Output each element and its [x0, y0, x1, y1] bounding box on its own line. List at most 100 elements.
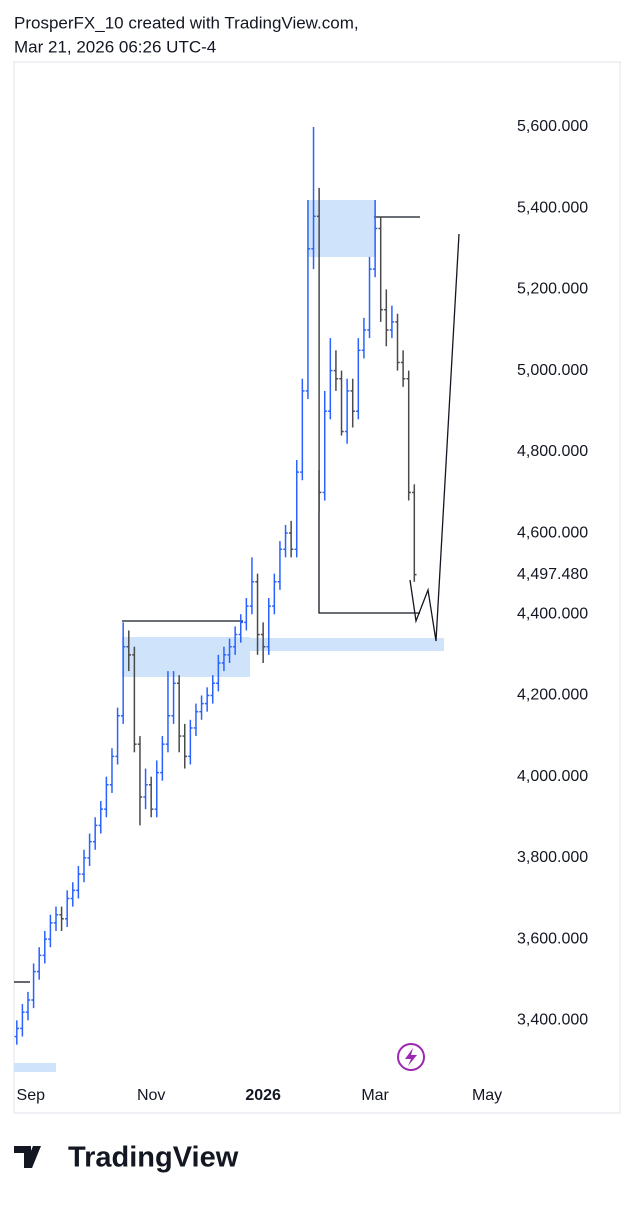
ohlc-bar — [36, 947, 42, 980]
ohlc-bar — [367, 256, 372, 339]
ohlc-bar — [277, 541, 283, 590]
drawings — [14, 200, 460, 1072]
ohlc-bar — [316, 187, 322, 513]
ohlc-bar — [406, 370, 411, 501]
ohlc-bar — [154, 760, 159, 818]
ohlc-bar — [311, 126, 316, 270]
x-tick-label: May — [472, 1087, 502, 1104]
ohlc-bar — [120, 622, 126, 724]
y-tick-label: 4,000.000 — [517, 768, 588, 785]
ohlc-bar — [333, 350, 339, 391]
x-tick-label: Sep — [17, 1087, 46, 1104]
ohlc-bar — [210, 675, 215, 704]
ohlc-bar — [14, 1020, 19, 1045]
ohlc-bar — [132, 646, 137, 753]
ohlc-bar — [238, 614, 243, 643]
ohlc-bar — [64, 890, 70, 927]
zone — [250, 638, 444, 651]
ohlc-bar — [76, 866, 81, 899]
chart-frame — [13, 61, 621, 1114]
ohlc-bar — [188, 719, 193, 765]
y-tick-label: 4,400.000 — [517, 605, 588, 622]
ohlc-bar — [87, 833, 92, 867]
ohlc-bar — [216, 654, 221, 692]
y-tick-label: 4,200.000 — [517, 687, 588, 704]
x-tick-label: Mar — [361, 1087, 389, 1104]
lightning-icon[interactable] — [397, 1043, 425, 1071]
ohlc-bar — [344, 378, 350, 444]
ohlc-bar — [378, 216, 383, 322]
ohlc-bar — [300, 378, 305, 481]
y-tick-label: 5,000.000 — [517, 362, 588, 379]
ohlc-bar — [384, 289, 389, 347]
ohlc-bar — [356, 338, 361, 420]
projection-path — [409, 233, 460, 642]
ohlc-bar — [199, 695, 204, 720]
ohlc-bar — [137, 736, 143, 826]
ohlc-bar — [148, 776, 154, 818]
ohlc-bar — [109, 748, 115, 793]
price-bars — [14, 126, 417, 1045]
ohlc-bar — [412, 484, 417, 582]
zone — [308, 200, 376, 257]
logo — [14, 1146, 41, 1168]
ohlc-bar — [288, 520, 294, 558]
y-tick-label: 4,600.000 — [517, 524, 588, 541]
ohlc-bar — [328, 338, 333, 420]
ohlc-bar — [260, 622, 266, 663]
ohlc-bar — [81, 849, 87, 883]
ohlc-bar — [25, 991, 31, 1021]
y-tick-label: 5,600.000 — [517, 118, 588, 135]
ohlc-bar — [59, 906, 64, 931]
ohlc-bar — [305, 200, 311, 400]
ohlc-bar — [171, 671, 176, 724]
ohlc-bar — [165, 671, 171, 753]
ohlc-bar — [361, 317, 367, 359]
ohlc-bar — [350, 378, 355, 428]
level-line — [318, 470, 420, 614]
y-tick-label: 5,400.000 — [517, 199, 588, 216]
ohlc-bar — [182, 723, 187, 769]
ohlc-bar — [70, 882, 75, 907]
y-tick-label: 3,600.000 — [517, 930, 588, 947]
ohlc-bar — [53, 906, 59, 931]
ohlc-bar — [266, 598, 271, 655]
y-tick-label: 4,800.000 — [517, 443, 588, 460]
ohlc-bar — [20, 1004, 25, 1037]
ohlc-bar — [176, 675, 182, 753]
ohlc-bar — [42, 930, 47, 964]
ohlc-bar — [48, 914, 53, 948]
y-tick-label: 5,200.000 — [517, 281, 588, 298]
ohlc-bar — [193, 703, 199, 737]
ohlc-bar — [31, 963, 36, 1009]
ohlc-bar — [244, 598, 249, 631]
ohlc-bar — [272, 573, 277, 615]
header-timestamp: Mar 21, 2026 06:26 UTC-4 — [14, 37, 216, 56]
zone — [14, 1063, 56, 1072]
ohlc-bar — [400, 350, 406, 387]
y-tick-label: 4,497.480 — [517, 566, 588, 583]
ohlc-bar — [283, 524, 288, 558]
ohlc-bar — [249, 557, 255, 615]
y-tick-label: 3,400.000 — [517, 1012, 588, 1029]
ohlc-bar — [98, 801, 103, 834]
x-tick-label: Nov — [137, 1087, 165, 1104]
ohlc-bar — [389, 305, 395, 339]
ohlc-bar — [395, 313, 400, 371]
ohlc-bar — [255, 573, 260, 655]
ohlc-bar — [204, 687, 210, 712]
ohlc-bar — [115, 707, 120, 765]
footer-brand: TradingView — [68, 1142, 239, 1174]
ohlc-bar — [294, 459, 299, 558]
ohlc-bar — [339, 370, 344, 436]
ohlc-bar — [221, 646, 227, 672]
ohlc-bar — [372, 200, 378, 278]
header-credit: ProsperFX_10 created with TradingView.co… — [14, 13, 359, 32]
ohlc-bar — [160, 736, 165, 781]
ohlc-bar — [322, 390, 327, 501]
zone — [122, 637, 250, 677]
ohlc-bar — [227, 638, 232, 663]
y-tick-label: 3,800.000 — [517, 849, 588, 866]
